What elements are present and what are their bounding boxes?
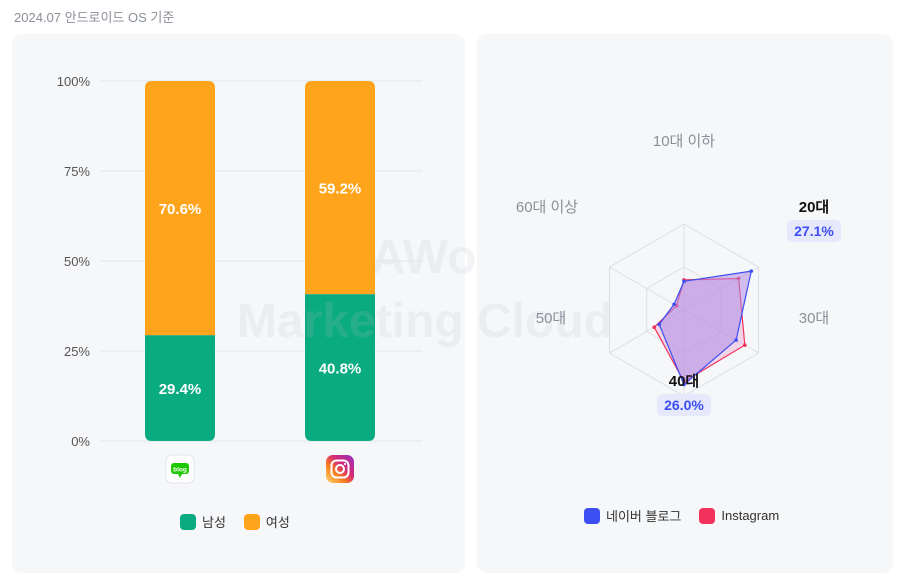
bar-segment [305, 81, 375, 295]
age-chart-panel: Marketing Cloud 10대 이하20대27.1%30대40대26.0… [237, 34, 893, 573]
gender-chart-panel: IGAWorks 0% 25% 50% 75% 100% 29.4% 70.6% 40.8% 5… [12, 34, 549, 573]
radar-point [682, 382, 686, 387]
radar-value-label: 26.0% [664, 397, 704, 413]
naver-blog-icon: blog [165, 454, 195, 484]
legend-swatch-male [180, 513, 196, 530]
radar-point [682, 279, 686, 284]
radar-point [652, 325, 657, 330]
svg-text:blog: blog [173, 467, 187, 474]
instagram-icon [326, 455, 354, 483]
legend-label-naver: 네이버 블로그 [606, 509, 682, 524]
bar-value-label: 70.6% [159, 201, 202, 218]
legend-label-female: 여성 [265, 515, 290, 530]
radar-axis-label: 40대 [669, 373, 700, 390]
radar-value-badge [787, 220, 841, 242]
legend-item-naver[interactable]: 네이버 블로그 [584, 506, 681, 525]
y-tick-label: 0% [71, 434, 90, 449]
radar-point [734, 338, 738, 342]
radar-value-label: 27.1% [794, 223, 834, 239]
bar-segment [145, 81, 215, 336]
bar-segment [305, 294, 375, 441]
radar-value-badge [657, 394, 711, 416]
radar-axis-label: 50대 [536, 310, 567, 327]
radar-point [657, 322, 661, 327]
radar-point [672, 302, 676, 307]
y-tick-label: 50% [64, 254, 90, 269]
bar-value-label: 59.2% [319, 181, 362, 198]
legend-swatch-instagram [699, 507, 716, 524]
gender-legend: 남성 여성 [180, 512, 290, 531]
radar-axis-label: 60대 이상 [516, 199, 578, 216]
radar-axis-label: 20대 [799, 199, 830, 216]
age-radar-chart: 10대 이하 20대 27.1% 30대 40대 26.0% 50대 60대 이상 [516, 133, 841, 416]
legend-item-female[interactable]: 여성 [243, 512, 290, 531]
y-tick-label: 25% [64, 344, 90, 359]
radar-point [749, 269, 754, 273]
platform-legend: 네이버 블로그 Instagram [584, 506, 779, 525]
gender-bar-chart: 0% 25% 50% 75% 100% 29.4% 70.6% 40.8% 59.2% blog [57, 74, 422, 484]
bar-value-label: 40.8% [319, 361, 362, 378]
radar-point [743, 343, 747, 347]
radar-axis-line [609, 266, 685, 311]
bar-value-label: 29.4% [159, 381, 202, 398]
legend-item-instagram[interactable]: Instagram [699, 507, 780, 524]
legend-swatch-naver [584, 507, 600, 524]
radar-axis-label: 30대 [799, 310, 830, 327]
radar-axis-label: 10대 이하 [653, 133, 715, 150]
y-tick-label: 100% [57, 74, 91, 89]
bar-segment [145, 335, 215, 441]
data-caption: 2024.07 안드로이드 OS 기준 [14, 10, 175, 25]
legend-label-male: 남성 [202, 515, 226, 530]
legend-item-male[interactable]: 남성 [180, 512, 226, 531]
y-tick-label: 75% [64, 164, 90, 179]
legend-label-instagram: Instagram [721, 508, 780, 523]
legend-swatch-female [243, 513, 260, 530]
